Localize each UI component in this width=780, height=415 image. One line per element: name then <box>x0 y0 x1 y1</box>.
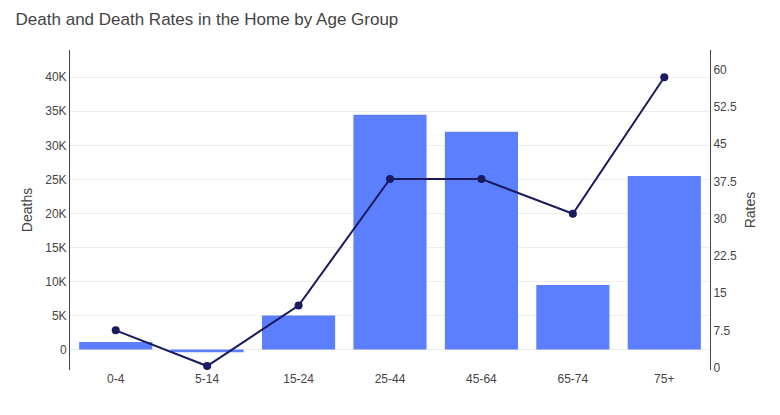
svg-text:30: 30 <box>713 212 727 226</box>
svg-text:45: 45 <box>713 137 727 151</box>
svg-text:75+: 75+ <box>654 372 674 386</box>
svg-text:25-44: 25-44 <box>375 372 406 386</box>
svg-text:40K: 40K <box>45 70 66 84</box>
svg-text:0: 0 <box>713 361 720 375</box>
svg-text:45-64: 45-64 <box>466 372 497 386</box>
svg-text:Rates: Rates <box>742 192 758 229</box>
svg-text:5-14: 5-14 <box>195 372 219 386</box>
svg-text:5K: 5K <box>52 309 67 323</box>
svg-text:25K: 25K <box>45 173 66 187</box>
svg-text:10K: 10K <box>45 275 66 289</box>
svg-text:65-74: 65-74 <box>558 372 589 386</box>
svg-text:60: 60 <box>713 63 727 77</box>
svg-text:20K: 20K <box>45 207 66 221</box>
svg-text:30K: 30K <box>45 139 66 153</box>
svg-text:22.5: 22.5 <box>713 249 737 263</box>
svg-text:15: 15 <box>713 286 727 300</box>
svg-text:0: 0 <box>60 343 67 357</box>
svg-text:0-4: 0-4 <box>107 372 125 386</box>
svg-text:37.5: 37.5 <box>713 175 737 189</box>
svg-text:35K: 35K <box>45 104 66 118</box>
svg-text:7.5: 7.5 <box>713 324 730 338</box>
svg-text:15K: 15K <box>45 241 66 255</box>
svg-text:52.5: 52.5 <box>713 100 737 114</box>
svg-text:Death and Death Rates in the H: Death and Death Rates in the Home by Age… <box>16 10 399 29</box>
svg-text:Deaths: Deaths <box>19 188 35 232</box>
svg-text:15-24: 15-24 <box>283 372 314 386</box>
